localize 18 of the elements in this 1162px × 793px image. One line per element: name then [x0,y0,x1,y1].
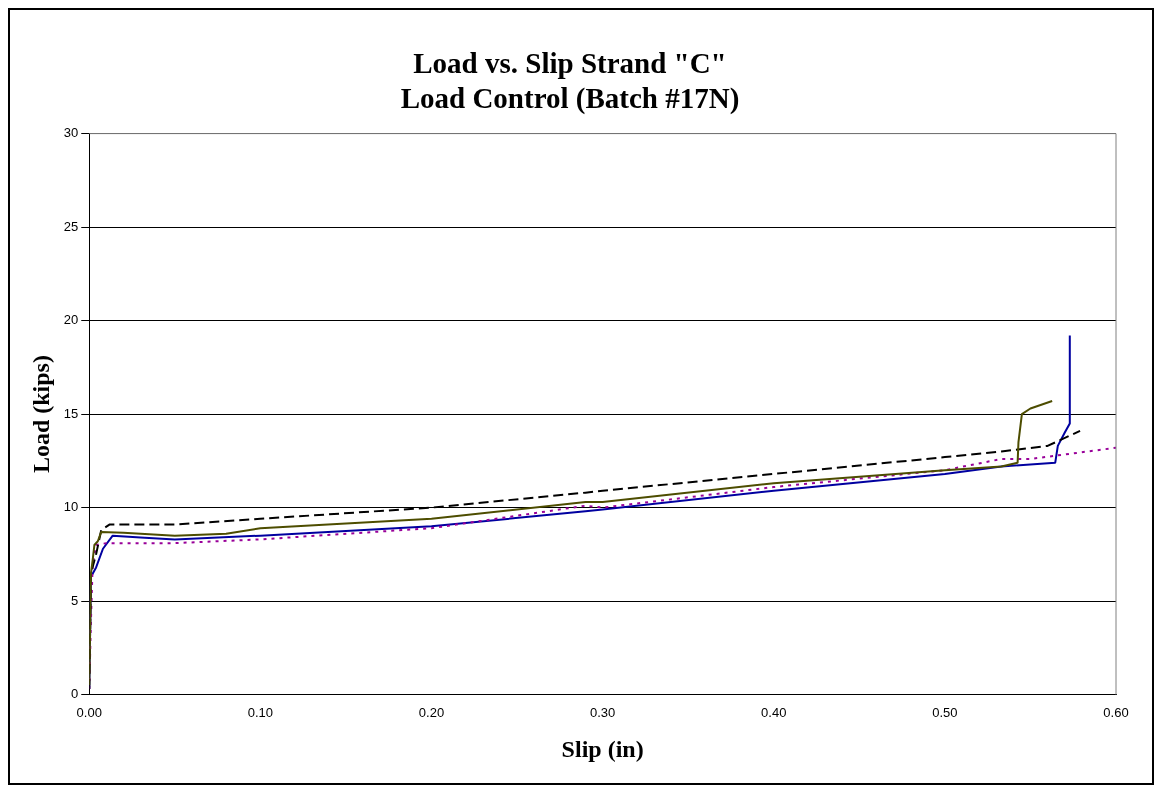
y-tick-label: 15 [63,405,79,421]
x-tick-label: 0.60 [1103,704,1129,720]
y-axis-title: Load (kips) [27,355,54,474]
x-tick-label: 0.50 [932,704,958,720]
x-axis-title: Slip (in) [561,735,644,762]
y-tick-label: 10 [63,499,79,515]
y-tick-label: 20 [63,312,79,328]
text: Load Control (Batch #17N) [400,81,740,114]
x-tick-label: 0.00 [76,704,102,720]
y-tick-label: 5 [71,592,79,608]
y-tick-label: 0 [71,686,79,702]
x-tick-label: 0.10 [247,704,274,720]
x-tick-label: 0.20 [418,704,445,720]
x-tick-label: 0.40 [761,704,787,720]
y-tick-label: 30 [63,125,79,141]
text: Load vs. Slip Strand "C" [413,46,727,79]
y-tick-label: 25 [63,218,79,234]
x-tick-label: 0.30 [589,704,616,720]
